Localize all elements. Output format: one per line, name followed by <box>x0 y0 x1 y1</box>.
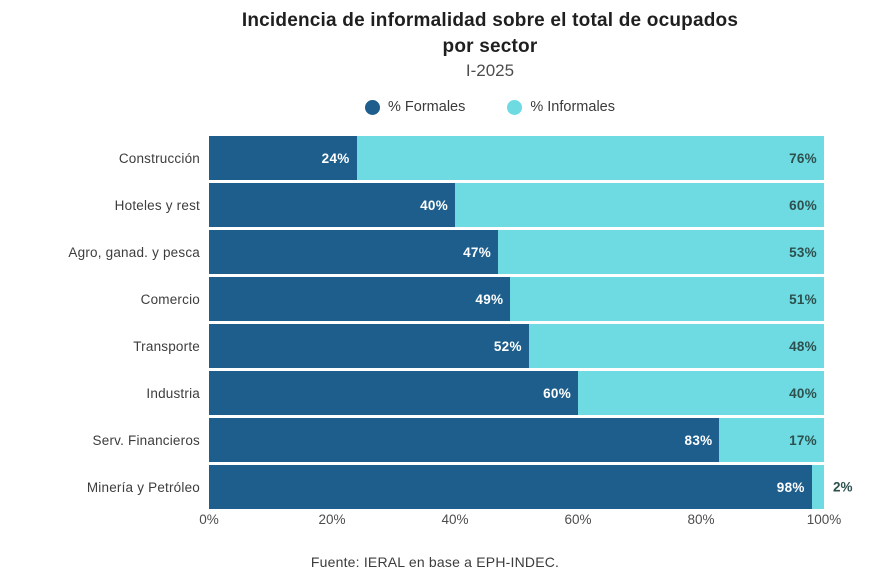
informal-value-label: 60% <box>789 197 817 213</box>
chart-subtitle: I-2025 <box>465 61 515 80</box>
informal-value-label: 51% <box>789 291 817 307</box>
formal-segment: 52% <box>209 324 529 368</box>
informal-value-label: 40% <box>789 385 817 401</box>
informal-segment: 53% <box>498 230 824 274</box>
legend-label-formales: % Formales <box>388 99 466 115</box>
formal-value-label: 60% <box>543 385 571 401</box>
formal-value-label: 98% <box>776 479 805 495</box>
category-label: Transporte <box>133 338 200 354</box>
bar-row: Comercio 49% 51% <box>0 277 870 321</box>
bar-track: 98% 2% <box>209 465 853 509</box>
chart-title: Incidencia de informalidad sobre el tota… <box>241 10 739 57</box>
formal-value-label: 24% <box>321 150 350 166</box>
bar-track: 60% 40% <box>209 371 824 415</box>
bar-row: Serv. Financieros 83% 17% <box>0 418 870 462</box>
informal-segment: 48% <box>528 324 824 368</box>
formal-segment: 47% <box>209 230 499 274</box>
formal-value-label: 52% <box>493 338 522 354</box>
informal-segment <box>811 465 824 509</box>
bar-track: 40% 60% <box>209 183 824 227</box>
chart-header: Incidencia de informalidad sobre el tota… <box>0 0 870 116</box>
formales-dot-icon <box>365 99 380 115</box>
category-label: Construcción <box>118 150 200 166</box>
category-label: Comercio <box>140 291 200 307</box>
x-axis-tick: 0% <box>199 512 219 527</box>
x-axis: 0% 20% 40% 60% 80% 100% <box>199 512 841 530</box>
formal-segment: 83% <box>209 418 720 462</box>
x-axis-tick: 20% <box>318 512 346 527</box>
category-label: Agro, ganad. y pesca <box>68 244 200 260</box>
formal-value-label: 49% <box>475 291 504 307</box>
chart-legend: % Formales % Informales <box>110 98 870 116</box>
formal-segment: 49% <box>209 277 511 321</box>
bar-row: Construcción 24% 76% <box>0 136 870 180</box>
bar-row: Hoteles y rest 40% 60% <box>0 183 870 227</box>
category-label: Industria <box>146 385 200 401</box>
bar-track: 49% 51% <box>209 277 824 321</box>
formal-segment: 98% <box>209 465 812 509</box>
legend-item-informales: % Informales <box>507 99 615 115</box>
informal-value-label: 48% <box>789 338 817 354</box>
bar-row: Industria 60% 40% <box>0 371 870 415</box>
bar-track: 83% 17% <box>209 418 824 462</box>
category-label: Hoteles y rest <box>114 197 200 213</box>
source-note: Fuente: IERAL en base a EPH-INDEC. <box>310 554 560 570</box>
x-axis-tick: 40% <box>441 512 469 527</box>
bar-track: 24% 76% <box>209 136 824 180</box>
informal-segment: 60% <box>455 183 824 227</box>
formal-segment: 60% <box>209 371 578 415</box>
x-axis-tick: 100% <box>806 512 842 527</box>
bar-row: Agro, ganad. y pesca 47% 53% <box>0 230 870 274</box>
informal-value-label: 2% <box>833 479 853 495</box>
bar-row: Minería y Petróleo 98% 2% <box>0 465 870 509</box>
formal-segment: 24% <box>209 136 357 180</box>
formal-segment: 40% <box>209 183 455 227</box>
legend-label-informales: % Informales <box>530 99 615 115</box>
bar-track: 47% 53% <box>209 230 824 274</box>
x-axis-tick: 60% <box>564 512 592 527</box>
formal-value-label: 40% <box>420 197 448 213</box>
bar-track: 52% 48% <box>209 324 824 368</box>
informal-segment: 51% <box>510 277 824 321</box>
informal-value-label: 17% <box>789 432 817 448</box>
formal-value-label: 83% <box>684 432 713 448</box>
informal-segment: 17% <box>719 418 824 462</box>
formal-value-label: 47% <box>463 244 492 260</box>
informal-segment: 40% <box>578 371 824 415</box>
bar-row: Transporte 52% 48% <box>0 324 870 368</box>
informales-dot-icon <box>507 99 523 115</box>
x-axis-tick: 80% <box>687 512 715 527</box>
informal-segment: 76% <box>356 136 824 180</box>
category-label: Minería y Petróleo <box>86 479 200 495</box>
informal-value-label: 53% <box>789 244 817 260</box>
category-label: Serv. Financieros <box>92 432 200 448</box>
bar-rows: Construcción 24% 76% Hoteles y rest 40% 60% Ag… <box>0 136 870 509</box>
legend-item-formales: % Formales <box>365 99 465 115</box>
informal-value-label: 76% <box>789 150 817 166</box>
